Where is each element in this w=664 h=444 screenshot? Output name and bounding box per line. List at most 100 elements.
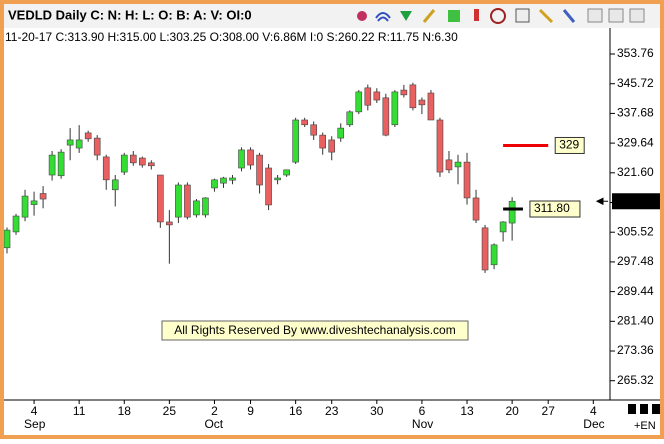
tool-icon[interactable] (474, 9, 479, 21)
candle-body (301, 119, 308, 126)
toolbar[interactable] (357, 8, 645, 24)
candle-body (445, 159, 453, 171)
candle-body (139, 157, 146, 166)
candle-body (292, 119, 299, 163)
tool-icon[interactable] (375, 12, 391, 22)
candle-body (102, 156, 110, 181)
candle-body (220, 177, 227, 184)
tool-icon[interactable] (448, 10, 460, 22)
candle-body (30, 200, 38, 205)
y-tick-label: 329.64 (617, 135, 654, 149)
candle-body (400, 89, 408, 96)
y-tick-label: 305.52 (617, 224, 654, 238)
corner-label: +EN (634, 420, 656, 432)
candle-body (265, 167, 272, 206)
candle-body (66, 139, 74, 146)
scroll-icon[interactable] (640, 404, 648, 414)
level-label: 329 (559, 138, 579, 152)
candle-body (166, 221, 173, 226)
x-tick-label: 2 (211, 404, 218, 418)
candle-body (48, 154, 56, 176)
x-tick-label: 9 (247, 404, 254, 418)
scroll-icon[interactable] (652, 404, 660, 414)
level-label-box (554, 136, 585, 154)
minimize-button[interactable] (587, 8, 603, 23)
candle-body (346, 111, 354, 126)
candle-body (319, 134, 327, 149)
x-tick-label: 13 (460, 404, 474, 418)
candle-body (238, 149, 245, 169)
candle-body (57, 151, 65, 177)
candle-body (283, 169, 290, 176)
y-tick-label: 345.72 (617, 76, 654, 90)
candle-body (175, 184, 182, 218)
candle-body (355, 91, 363, 113)
x-tick-label: 16 (289, 404, 303, 418)
candle-body (111, 179, 119, 191)
y-tick-label: 289.44 (617, 284, 654, 298)
candle-body (337, 127, 345, 139)
tool-icon[interactable] (562, 9, 576, 23)
candle-body (373, 91, 381, 101)
tool-icon[interactable] (400, 11, 412, 21)
candle-body (120, 154, 128, 173)
candle-body (84, 132, 92, 140)
month-label: Dec (583, 417, 604, 431)
candle-body (508, 200, 516, 224)
candle-body (12, 215, 20, 233)
last-price-label: 313.90 (616, 193, 653, 207)
tool-icon[interactable] (515, 8, 530, 23)
month-label: Oct (204, 417, 223, 431)
close-button[interactable] (629, 8, 645, 23)
info-line: 11-20-17 C:313.90 H:315.00 L:303.25 O:30… (5, 30, 458, 44)
maximize-button[interactable] (608, 8, 624, 23)
watermark: All Rights Reserved By www.diveshtechana… (174, 323, 455, 337)
candle-body (21, 195, 29, 218)
candle-body (75, 139, 83, 149)
candle-body (481, 227, 489, 271)
candle-body (211, 179, 218, 189)
last-price-box (612, 193, 661, 210)
month-label: Sep (24, 417, 46, 431)
tool-icon[interactable] (357, 11, 367, 21)
candle-body (490, 244, 498, 266)
tool-icon[interactable] (538, 8, 554, 24)
candle-body (229, 177, 236, 181)
candle-body (310, 124, 317, 136)
candle-body (463, 161, 471, 199)
candle-body (184, 184, 191, 218)
candle-body (202, 197, 209, 216)
candle-body (39, 193, 47, 200)
month-label: Nov (412, 417, 433, 431)
candle-body (499, 221, 507, 233)
x-tick-label: 6 (419, 404, 426, 418)
tool-icon[interactable] (490, 8, 506, 24)
candle-body (427, 92, 435, 121)
scroll-icon[interactable] (628, 404, 636, 414)
candle-body (157, 174, 164, 223)
chart-title: VEDLD Daily C: N: H: L: O: B: A: V: OI:0 (8, 7, 252, 22)
y-tick-label: 337.68 (617, 106, 654, 120)
candle-body (193, 200, 200, 216)
x-tick-label: 18 (118, 404, 132, 418)
level-label-box (529, 200, 581, 218)
y-tick-label: 273.36 (617, 343, 654, 357)
candle-body (436, 119, 444, 173)
candle-body (247, 149, 254, 166)
candle-body (382, 97, 390, 136)
candle-body (328, 139, 336, 153)
candle-body (129, 154, 137, 164)
x-tick-label: 25 (163, 404, 177, 418)
candle-body (472, 197, 480, 221)
x-tick-label: 23 (325, 404, 339, 418)
x-tick-label: 4 (31, 404, 38, 418)
last-price-arrow (595, 197, 608, 206)
x-tick-label: 11 (73, 404, 86, 418)
candle-body (418, 99, 426, 106)
tool-icon[interactable] (422, 9, 436, 23)
candle-body (391, 91, 399, 126)
y-tick-label: 297.48 (617, 254, 654, 268)
